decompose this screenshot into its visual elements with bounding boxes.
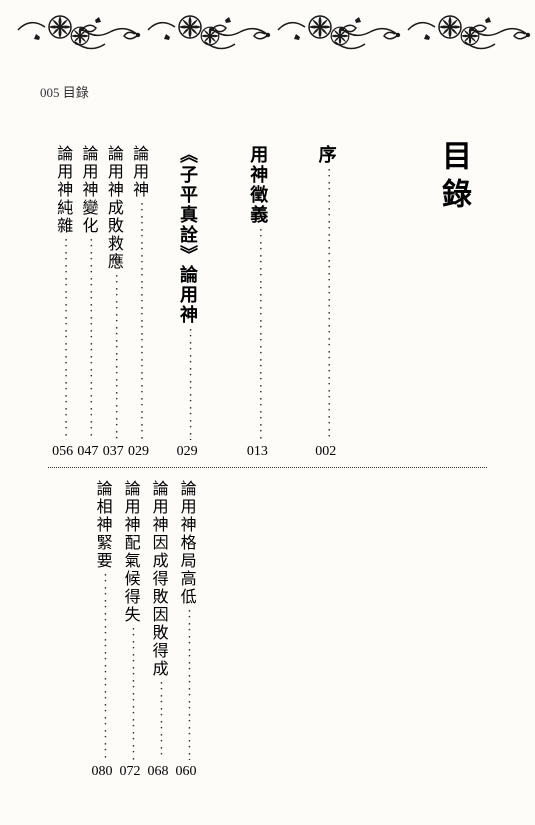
entry-page: 056 [52,444,73,460]
toc-section-2: 論用神格局高低 ：：：：：：：：：：：：：：：：： 060 論用神因成得敗因敗得… [50,480,200,780]
leader-dots: ：：：：：：：：：：：：：：：：：：：：：：：：： [318,168,334,440]
toc-entry: 論用神成敗救應 ：：：：：：：：：：：：：：：：：： 037 [101,145,126,460]
page-header-label: 005 目錄 [40,82,89,101]
entry-title: 論用神變化 [78,145,97,235]
entry-page: 068 [148,764,169,780]
toc-entry: 論用神 ：：：：：：：：：：：：：：：：：：：：：：： 029 [126,145,151,460]
leader-dots: ：：：：：：：：：：： [179,328,195,440]
entry-title: 序 [315,145,337,165]
leader-dots: ：：：：：：：：：：：：： [150,681,166,760]
leader-dots: ：：：：：：：：：：：：：：：：：： [105,274,121,440]
leader-dots: ：：：：：：：：：：：：：：：：：：：： [80,238,96,440]
entry-title: 論用神純雜 [53,145,72,235]
leader-dots: ：：：：：：：：：：：：：：：：：：：：：：： [131,202,147,440]
entry-title: 論用神配氣候得失 [120,480,139,624]
entry-page: 060 [176,764,197,780]
toc-entry: 論用神配氣候得失 ：：：：：：：：：：：：：：： 072 [116,480,144,780]
entry-page: 002 [315,444,336,460]
entry-page: 029 [128,444,149,460]
decorative-floral-border [0,0,535,75]
leader-dots: ：：：：：：：：：：：：：：：：： [178,609,194,760]
entry-title: 論用神成敗救應 [104,145,123,271]
toc-entry: 論用神格局高低 ：：：：：：：：：：：：：：：：： 060 [172,480,200,780]
toc-main-title: 目錄 [431,140,475,216]
toc-entry: 論用神變化 ：：：：：：：：：：：：：：：：：：：： 047 [75,145,100,460]
entry-title: 論相神緊要 [92,480,111,570]
leader-dots: ：：：：：：：：：：：：：：： [122,627,138,760]
entry-page: 047 [77,444,98,460]
toc-entry: 《子平真詮》論用神 ：：：：：：：：：：： 029 [159,145,215,460]
entry-page: 029 [177,444,198,460]
entry-title: 論用神 [129,145,148,199]
entry-title: 用神徵義 [247,145,269,225]
leader-dots: ：：：：：：：：：：：：：：：：：：：：： [249,228,265,440]
entry-title: 論用神因成得敗因敗得成 [148,480,167,678]
leader-dots: ：：：：：：：：：：：：：：：：：： [94,573,110,760]
entry-page: 072 [120,764,141,780]
toc-entry: 用神徵義 ：：：：：：：：：：：：：：：：：：：：： 013 [231,145,283,460]
leader-dots: ：：：：：：：：：：：：：：：：：：：： [55,238,71,440]
entry-page: 037 [103,444,124,460]
toc-entry: 論相神緊要 ：：：：：：：：：：：：：：：：：： 080 [88,480,116,780]
toc-section-1: 序 ：：：：：：：：：：：：：：：：：：：：：：：：： 002 用神徵義 ：：：… [50,145,360,460]
entry-title: 《子平真詮》論用神 [176,145,198,325]
section-divider [48,467,487,468]
toc-entry: 論用神純雜 ：：：：：：：：：：：：：：：：：：：： 056 [50,145,75,460]
entry-page: 013 [247,444,268,460]
entry-page: 080 [92,764,113,780]
toc-entry: 序 ：：：：：：：：：：：：：：：：：：：：：：：：： 002 [300,145,352,460]
entry-title: 論用神格局高低 [176,480,195,606]
toc-entry: 論用神因成得敗因敗得成 ：：：：：：：：：：：：： 068 [144,480,172,780]
